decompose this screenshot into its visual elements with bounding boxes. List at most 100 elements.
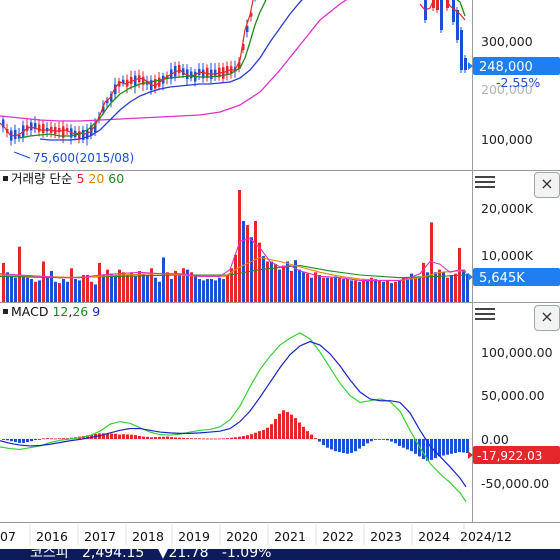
volume-bar: [154, 277, 157, 302]
volume-bar: [326, 277, 329, 302]
macd-histogram-bar: [166, 436, 169, 439]
candle: [94, 124, 97, 133]
price-badge-pointer: [468, 62, 473, 70]
candle: [456, 10, 459, 40]
macd-histogram-bar: [6, 439, 9, 441]
macd-histogram-bar: [382, 439, 385, 440]
volume-bar: [150, 268, 153, 302]
macd-histogram-bar: [306, 431, 309, 439]
volume-bar: [126, 275, 129, 302]
macd-histogram-bar: [202, 438, 205, 440]
macd-histogram-bar: [414, 439, 417, 454]
macd-histogram-bar: [178, 437, 181, 439]
candle: [62, 126, 65, 138]
volume-bar: [30, 279, 33, 302]
macd-panel: [0, 332, 472, 502]
candle: [66, 128, 69, 132]
volume-bar: [78, 280, 81, 302]
volume-bar: [394, 281, 397, 302]
macd-histogram-bar: [442, 439, 445, 456]
volume-bar: [362, 279, 365, 302]
macd-histogram-bar: [282, 410, 285, 439]
macd-histogram-bar: [386, 439, 389, 441]
ma5-line-right: [419, 0, 466, 21]
volume-bar: [178, 273, 181, 302]
volume-bar: [262, 256, 265, 302]
macd-histogram-bar: [22, 439, 25, 443]
volume-bar: [398, 280, 401, 302]
bottom-index-bar[interactable]: 코스피 2,494.15 ▼21.78 -1.09%: [0, 549, 560, 560]
volume-bar: [294, 260, 297, 302]
candle: [190, 71, 193, 79]
volume-bar: [350, 280, 353, 302]
volume-bar: [6, 272, 9, 302]
index-ticker-text: 코스피 2,494.15 ▼21.78 -1.09%: [30, 549, 272, 560]
macd-histogram-bar: [222, 438, 225, 440]
volume-bar: [110, 273, 113, 302]
macd-histogram-bar: [210, 438, 213, 440]
volume-bar: [114, 275, 117, 302]
candle: [14, 129, 17, 139]
volume-bar: [18, 246, 21, 302]
volume-bar: [210, 279, 213, 302]
volume-bar: [34, 281, 37, 302]
candle: [106, 100, 109, 104]
candle: [242, 43, 245, 51]
price-tick-100000: 100,000: [481, 132, 533, 147]
volume-bar: [106, 269, 109, 302]
candle: [30, 122, 33, 131]
candle: [82, 129, 85, 141]
macd-histogram-bar: [294, 418, 297, 439]
macd-histogram-bar: [14, 439, 17, 443]
x-axis-label: 2017: [84, 529, 116, 544]
volume-panel: [0, 189, 469, 302]
volume-bar: [298, 269, 301, 302]
macd-histogram-bar: [254, 432, 257, 439]
volume-tick-10000k: 10,000K: [481, 248, 534, 263]
volume-bar: [138, 270, 141, 302]
volume-bar: [418, 276, 421, 302]
volume-bar: [214, 280, 217, 302]
volume-bar: [382, 281, 385, 302]
volume-bar: [410, 273, 413, 302]
x-axis-label: 07: [0, 529, 16, 544]
candle: [2, 119, 5, 128]
macd-histogram-bar: [30, 439, 33, 442]
macd-histogram-bar: [126, 434, 129, 439]
candle: [102, 106, 105, 112]
volume-bar: [66, 281, 69, 302]
macd-param-26: 26: [72, 304, 88, 319]
volume-bar: [146, 275, 149, 302]
volume-bar: [194, 275, 197, 302]
macd-histogram-bar: [438, 439, 441, 457]
candle: [58, 127, 61, 133]
macd-histogram-bar: [42, 438, 45, 440]
macd-histogram-bar: [142, 436, 145, 439]
volume-bar: [378, 280, 381, 302]
macd-histogram-bar: [186, 438, 189, 439]
volume-bar: [142, 273, 145, 302]
volume-menu-icon[interactable]: [475, 173, 495, 189]
macd-histogram-bar: [330, 439, 333, 450]
macd-histogram-bar: [354, 439, 357, 452]
candle: [202, 69, 205, 79]
macd-param-12: 12: [52, 304, 68, 319]
macd-histogram-bar: [358, 439, 361, 449]
macd-histogram-bar: [266, 427, 269, 439]
macd-histogram-bar: [46, 438, 49, 439]
macd-histogram-bar: [34, 439, 37, 441]
macd-menu-icon[interactable]: [475, 305, 495, 321]
volume-bar: [222, 279, 225, 302]
macd-histogram-bar: [234, 437, 237, 439]
macd-histogram-bar: [322, 439, 325, 446]
volume-bar: [166, 272, 169, 302]
macd-histogram-bar: [50, 438, 53, 440]
volume-bar: [342, 279, 345, 302]
macd-close-button[interactable]: ×: [534, 305, 560, 331]
volume-bar: [422, 262, 425, 302]
macd-histogram-bar: [278, 413, 281, 439]
x-axis-label: 2024/12: [460, 529, 512, 544]
volume-bar: [182, 268, 185, 302]
candle: [42, 124, 45, 133]
volume-close-button[interactable]: ×: [534, 172, 560, 198]
